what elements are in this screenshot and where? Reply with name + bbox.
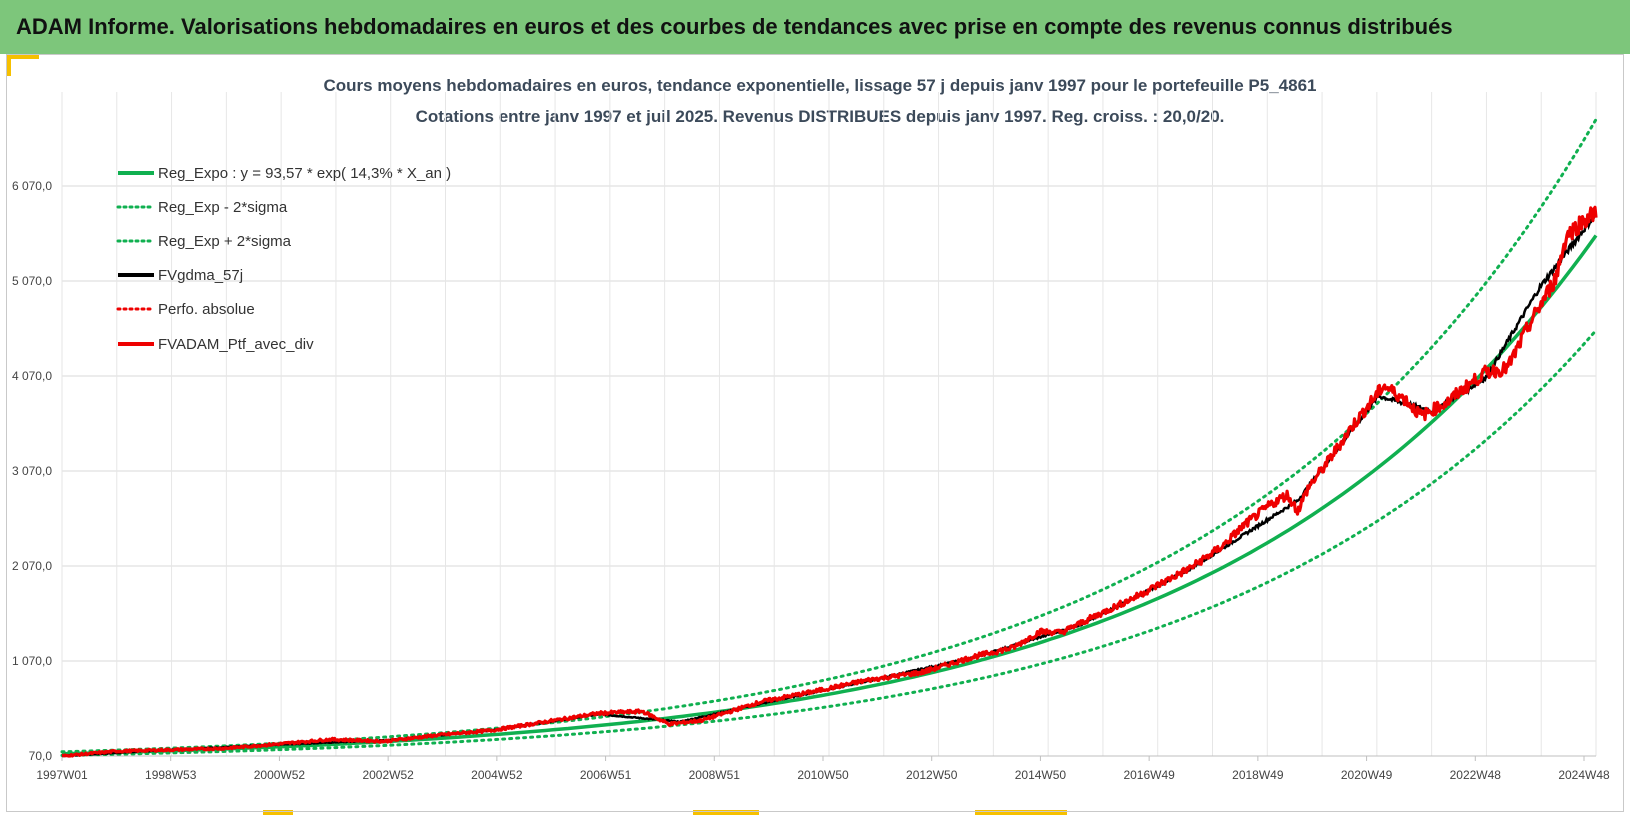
chart-subtitle: Cotations entre janv 1997 et juil 2025. … (416, 107, 1225, 126)
x-tick-label: 2008W51 (689, 768, 741, 782)
accent-bar-bottom-1 (263, 810, 293, 815)
x-tick-label: 2000W52 (254, 768, 306, 782)
gridlines (61, 92, 1597, 757)
y-tick-label: 6 070,0 (12, 179, 52, 193)
y-tick-label: 1 070,0 (12, 654, 52, 668)
x-tick-label: 1998W53 (145, 768, 197, 782)
page-header: ADAM Informe. Valorisations hebdomadaire… (0, 0, 1630, 54)
y-tick-label: 3 070,0 (12, 464, 52, 478)
accent-bar-bottom-2 (693, 810, 759, 815)
x-axis-ticks: 1997W01 1998W53 2000W52 2002W52 2004W52 2006W… (36, 756, 1610, 782)
x-tick-label: 2012W50 (906, 768, 958, 782)
chart-legend: Reg_Expo : y = 93,57 * exp( 14,3% * X_an… (116, 165, 451, 353)
x-tick-label: 2014W50 (1015, 768, 1067, 782)
legend-label: Perfo. absolue (158, 301, 255, 318)
y-tick-label: 5 070,0 (12, 274, 52, 288)
y-tick-label: 4 070,0 (12, 369, 52, 383)
x-tick-label: 2016W49 (1123, 768, 1175, 782)
x-tick-label: 2020W49 (1341, 768, 1393, 782)
x-tick-label: 2010W50 (797, 768, 849, 782)
legend-label: Reg_Expo : y = 93,57 * exp( 14,3% * X_an… (158, 165, 451, 182)
series-reg-exp-plus-2sigma (60, 118, 1598, 754)
x-tick-label: 2002W52 (362, 768, 414, 782)
series-fvadam-ptf-avec-div (61, 205, 1598, 758)
series-lines (60, 118, 1598, 758)
x-tick-label: 2024W48 (1558, 768, 1610, 782)
accent-bar-left (6, 54, 39, 59)
x-tick-label: 1997W01 (36, 768, 88, 782)
y-axis-ticks: 70,0 1 070,0 2 070,0 3 070,0 4 070,0 5 070,0 6… (12, 179, 52, 763)
accent-bar-bottom-3 (975, 810, 1067, 815)
x-tick-label: 2004W52 (471, 768, 523, 782)
series-reg-exp-minus-2sigma (60, 328, 1598, 757)
x-tick-label: 2022W48 (1450, 768, 1502, 782)
x-tick-label: 2006W51 (580, 768, 632, 782)
series-reg-expo (61, 234, 1598, 756)
legend-label: Reg_Exp - 2*sigma (158, 199, 288, 216)
y-tick-label: 2 070,0 (12, 559, 52, 573)
header-title: ADAM Informe. Valorisations hebdomadaire… (16, 14, 1453, 39)
chart-title: Cours moyens hebdomadaires en euros, ten… (324, 76, 1317, 95)
legend-label: FVgdma_57j (158, 267, 243, 284)
y-tick-label: 70,0 (29, 749, 53, 763)
chart-frame (6, 54, 1624, 812)
x-tick-label: 2018W49 (1232, 768, 1284, 782)
accent-bar-left-vertical (6, 54, 11, 76)
legend-label: Reg_Exp + 2*sigma (158, 233, 292, 250)
legend-label: FVADAM_Ptf_avec_div (158, 336, 314, 353)
